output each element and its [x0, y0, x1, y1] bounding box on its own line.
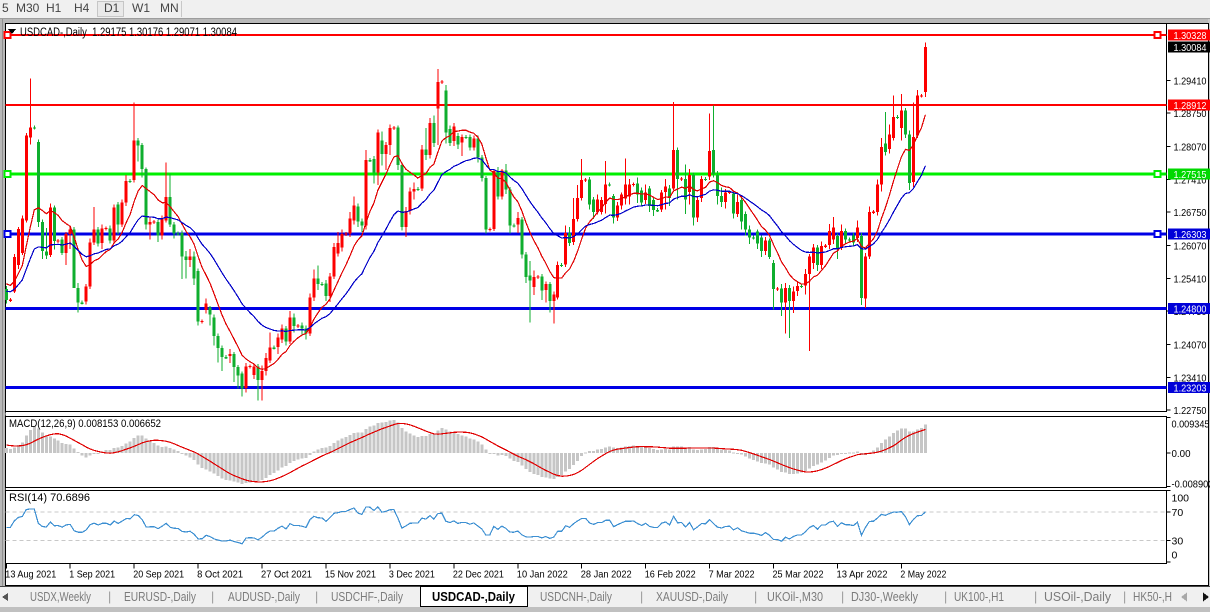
svg-text:1.22750: 1.22750	[1174, 405, 1207, 417]
svg-text:-0.008902: -0.008902	[1172, 479, 1210, 491]
svg-text:1.26750: 1.26750	[1174, 207, 1207, 219]
svg-text:AUDUSD-,Daily: AUDUSD-,Daily	[228, 590, 301, 604]
svg-text:W1: W1	[132, 1, 150, 15]
svg-text:7 Mar 2022: 7 Mar 2022	[709, 569, 755, 581]
svg-text:USDCAD-,Daily: USDCAD-,Daily	[432, 590, 515, 604]
svg-text:|: |	[944, 590, 947, 604]
svg-text:5: 5	[2, 1, 9, 15]
svg-text:D1: D1	[104, 1, 120, 15]
svg-text:|: |	[1034, 590, 1037, 604]
svg-text:8 Oct 2021: 8 Oct 2021	[197, 569, 243, 581]
svg-text:|: |	[1123, 590, 1126, 604]
svg-text:USDX,Weekly: USDX,Weekly	[30, 590, 92, 604]
svg-text:USDCNH-,Daily: USDCNH-,Daily	[540, 590, 613, 604]
svg-text:|: |	[841, 590, 844, 604]
svg-text:|: |	[754, 590, 757, 604]
svg-text:0.009345: 0.009345	[1172, 419, 1210, 431]
svg-text:2 May 2022: 2 May 2022	[900, 569, 946, 581]
svg-text:1.24070: 1.24070	[1174, 340, 1207, 352]
svg-text:UKOil-,M30: UKOil-,M30	[767, 590, 823, 604]
svg-text:10 Jan 2022: 10 Jan 2022	[517, 569, 568, 581]
svg-text:MN: MN	[160, 1, 179, 15]
svg-text:RSI(14) 70.6896: RSI(14) 70.6896	[9, 492, 90, 504]
svg-text:3 Dec 2021: 3 Dec 2021	[389, 569, 435, 581]
svg-text:|: |	[640, 590, 643, 604]
svg-text:H1: H1	[46, 1, 62, 15]
svg-text:1.30084: 1.30084	[1174, 42, 1207, 54]
svg-text:USDCHF-,Daily: USDCHF-,Daily	[331, 590, 404, 604]
svg-text:20 Sep 2021: 20 Sep 2021	[133, 569, 184, 581]
svg-text:M30: M30	[16, 1, 40, 15]
svg-text:13 Aug 2021: 13 Aug 2021	[5, 569, 56, 581]
svg-text:|: |	[211, 590, 214, 604]
svg-text:USOil-,Daily: USOil-,Daily	[1044, 590, 1112, 604]
svg-text:1.30328: 1.30328	[1174, 30, 1207, 42]
svg-text:1.23203: 1.23203	[1174, 383, 1207, 395]
svg-text:HK50-,H: HK50-,H	[1133, 590, 1172, 604]
svg-text:MACD(12,26,9) 0.008153 0.00665: MACD(12,26,9) 0.008153 0.006652	[9, 418, 161, 430]
svg-text:70: 70	[1172, 507, 1184, 519]
svg-text:|: |	[108, 590, 111, 604]
svg-text:0.00: 0.00	[1172, 448, 1191, 460]
svg-text:1.28912: 1.28912	[1174, 100, 1207, 112]
svg-text:|: |	[315, 590, 318, 604]
svg-text:1.24800: 1.24800	[1174, 304, 1207, 316]
svg-text:USDCAD-,Daily 1.29175 1.30176: USDCAD-,Daily 1.29175 1.30176 1.29071 1.…	[20, 27, 237, 39]
svg-text:EURUSD-,Daily: EURUSD-,Daily	[124, 590, 197, 604]
svg-text:1.26303: 1.26303	[1174, 229, 1207, 241]
svg-text:1.28750: 1.28750	[1174, 108, 1207, 120]
svg-text:27 Oct 2021: 27 Oct 2021	[261, 569, 312, 581]
svg-text:DJ30-,Weekly: DJ30-,Weekly	[851, 590, 919, 604]
svg-text:100: 100	[1172, 493, 1190, 505]
svg-text:H4: H4	[74, 1, 90, 15]
svg-text:1.27515: 1.27515	[1174, 169, 1207, 181]
svg-text:25 Mar 2022: 25 Mar 2022	[773, 569, 824, 581]
svg-text:30: 30	[1172, 536, 1184, 548]
svg-text:16 Feb 2022: 16 Feb 2022	[645, 569, 696, 581]
svg-text:1.29410: 1.29410	[1174, 75, 1207, 87]
svg-text:1 Sep 2021: 1 Sep 2021	[69, 569, 115, 581]
svg-text:0: 0	[1172, 550, 1178, 562]
svg-text:XAUUSD-,Daily: XAUUSD-,Daily	[656, 590, 729, 604]
svg-text:28 Jan 2022: 28 Jan 2022	[581, 569, 632, 581]
svg-text:13 Apr 2022: 13 Apr 2022	[837, 569, 888, 581]
svg-text:1.25410: 1.25410	[1174, 273, 1207, 285]
svg-text:15 Nov 2021: 15 Nov 2021	[325, 569, 376, 581]
svg-text:UK100-,H1: UK100-,H1	[954, 590, 1004, 604]
svg-text:1.23410: 1.23410	[1174, 372, 1207, 384]
svg-text:1.28070: 1.28070	[1174, 142, 1207, 154]
svg-text:1.26070: 1.26070	[1174, 241, 1207, 253]
svg-text:22 Dec 2021: 22 Dec 2021	[453, 569, 504, 581]
